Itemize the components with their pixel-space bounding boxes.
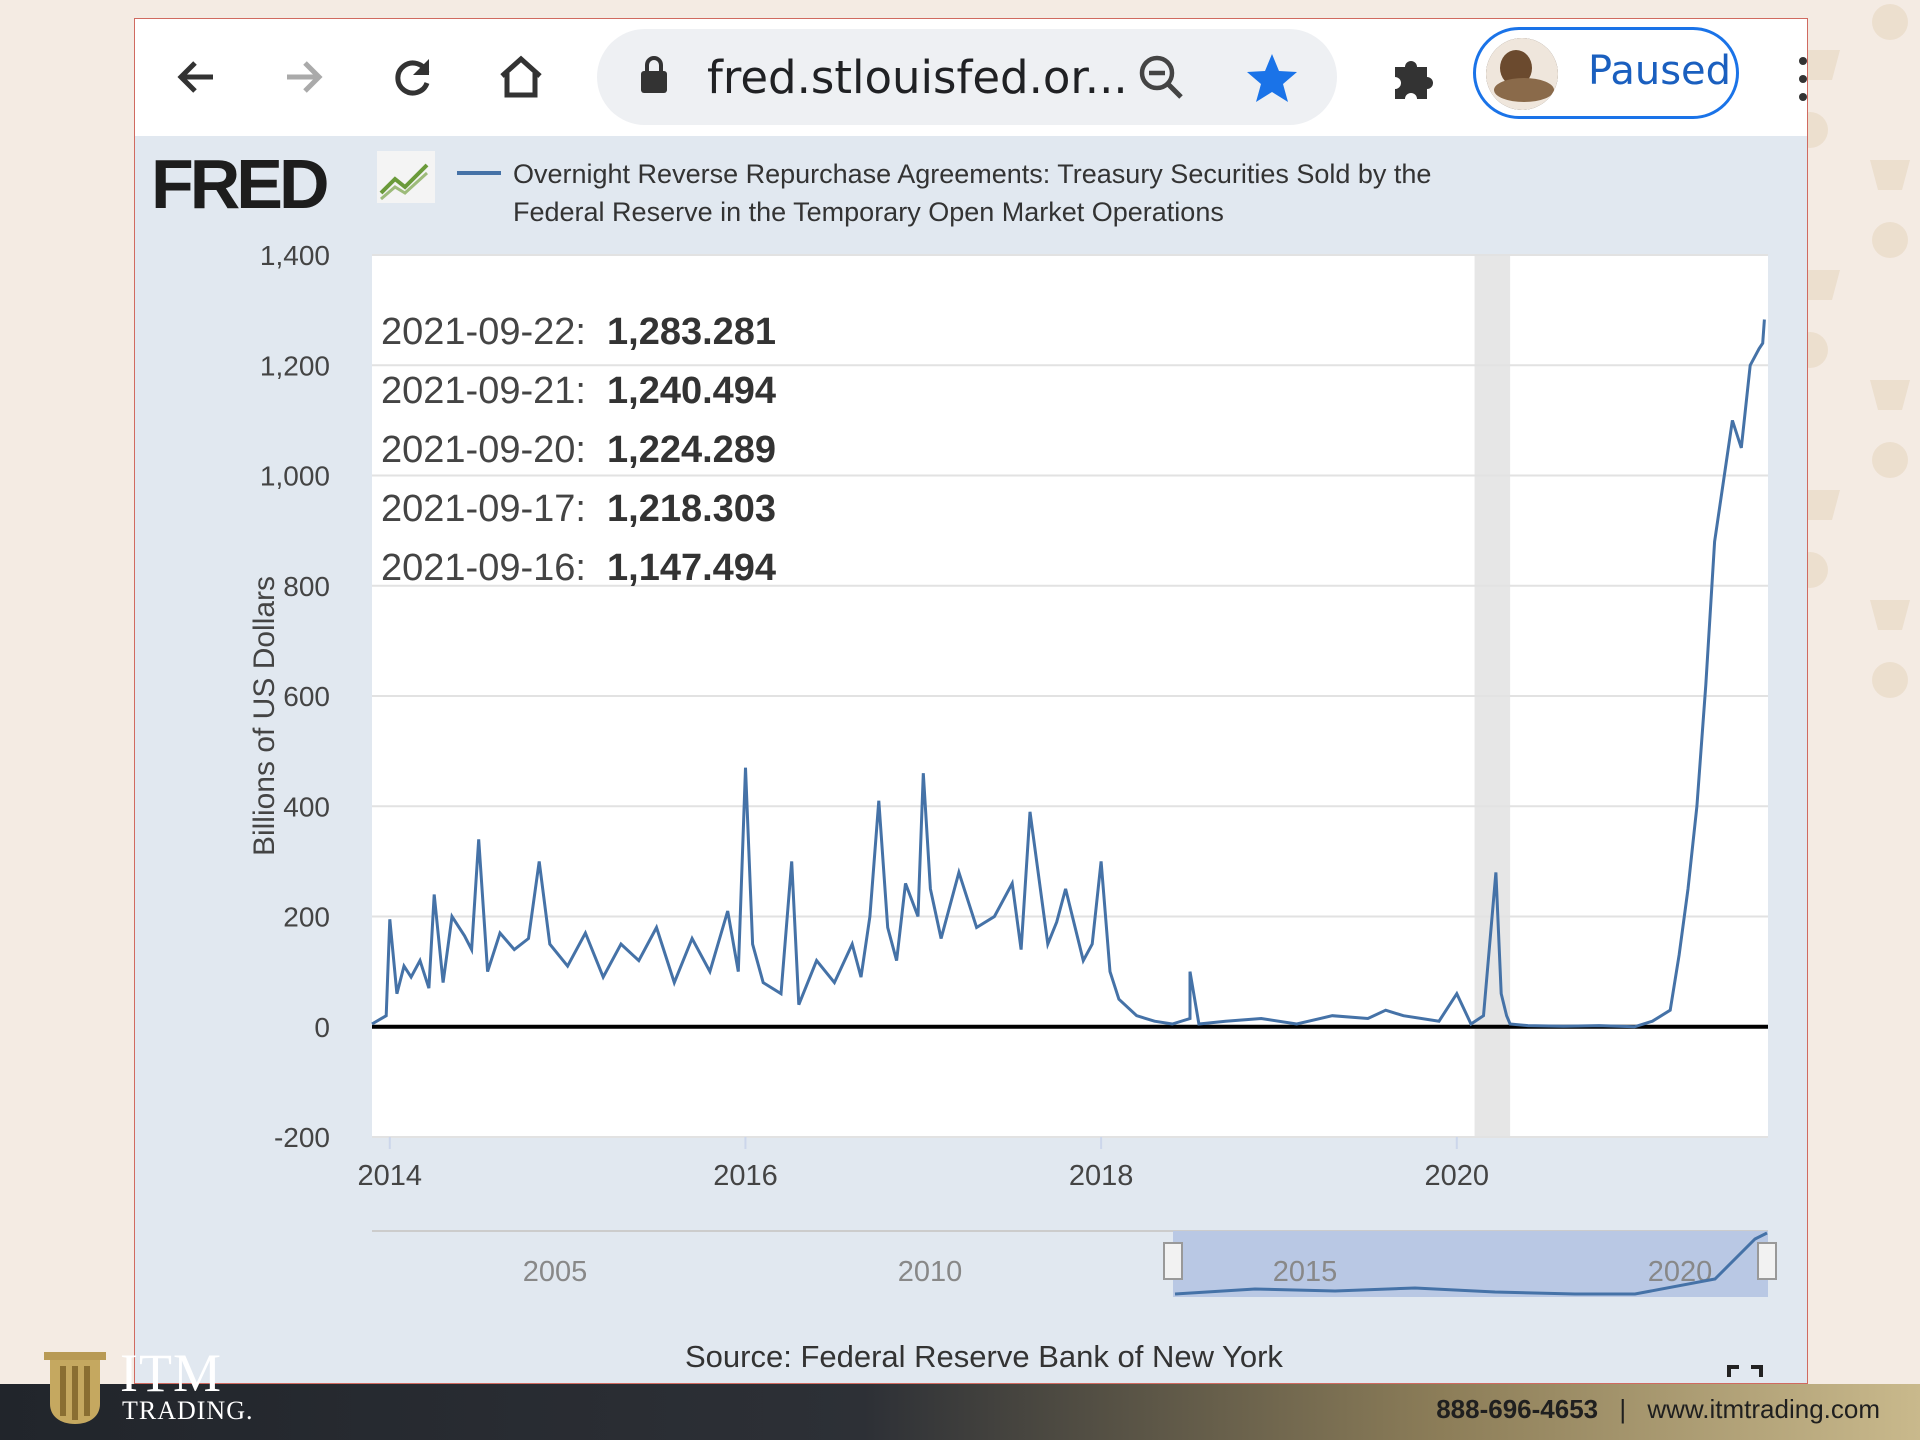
tooltip-date: 2021-09-16: [381, 547, 586, 589]
navigator-handle-right [1757, 1242, 1777, 1280]
navigator-selection [1173, 1231, 1768, 1297]
footer-contact: 888-696-4653 | www.itmtrading.com [1436, 1394, 1880, 1425]
series-title: Overnight Reverse Repurchase Agreements:… [513, 155, 1513, 231]
tooltip-date: 2021-09-21: [381, 370, 586, 412]
lock-icon[interactable] [637, 55, 671, 100]
itm-brand: ITM [120, 1343, 222, 1403]
y-tick-label: 1,200 [260, 350, 330, 381]
legend-swatch [457, 171, 501, 175]
avatar [1486, 38, 1558, 110]
x-tick-label: 2018 [1069, 1160, 1134, 1192]
series-title-line1: Overnight Reverse Repurchase Agreements:… [513, 159, 1432, 189]
x-tick-label: 2020 [1425, 1160, 1490, 1192]
back-arrow-icon[interactable] [169, 49, 225, 105]
footer-phone: 888-696-4653 [1436, 1394, 1599, 1424]
footer-bar: 888-696-4653 | www.itmtrading.com [0, 1384, 1920, 1440]
tooltip-row: 2021-09-20: 1,224.289 [381, 429, 776, 472]
address-bar[interactable]: fred.stlouisfed.or... [597, 29, 1337, 125]
tooltip-date: 2021-09-20: [381, 429, 586, 471]
source-note: Source: Federal Reserve Bank of New York [685, 1339, 1283, 1374]
tooltip-row: 2021-09-16: 1,147.494 [381, 547, 776, 590]
y-tick-label: 600 [283, 681, 330, 712]
y-tick-label: 400 [283, 791, 330, 822]
navigator-label: 2020 [1648, 1256, 1713, 1288]
forward-arrow-icon[interactable] [275, 49, 331, 105]
chart: 1,400 1,200 1,000 800 600 400 200 0 -200 2014 2016… [260, 240, 1777, 1297]
url-text[interactable]: fred.stlouisfed.or... [707, 51, 1128, 104]
profile-button[interactable]: Paused [1473, 27, 1739, 119]
x-tick-label: 2016 [713, 1160, 778, 1192]
browser-toolbar: fred.stlouisfed.or... Paused [135, 19, 1807, 136]
y-tick-label: 200 [283, 902, 330, 933]
tooltip-row: 2021-09-17: 1,218.303 [381, 488, 776, 531]
navigator-handle-left [1163, 1242, 1183, 1280]
browser-window: fred.stlouisfed.or... Paused FRED Overni… [134, 18, 1808, 1384]
navigator-label: 2015 [1273, 1256, 1338, 1288]
extensions-icon[interactable] [1385, 49, 1441, 105]
y-tick-label: 1,400 [260, 240, 330, 271]
tooltip-date: 2021-09-22: [381, 311, 586, 353]
home-icon[interactable] [493, 49, 549, 105]
navigator-label: 2010 [898, 1256, 963, 1288]
tooltip-row: 2021-09-21: 1,240.494 [381, 370, 776, 413]
fred-graph-icon [375, 149, 437, 210]
navigator-label: 2005 [523, 1256, 588, 1288]
footer-separator: | [1619, 1394, 1627, 1424]
fred-logo[interactable]: FRED [151, 145, 330, 223]
fullscreen-icon[interactable] [1725, 1363, 1765, 1383]
more-icon[interactable] [1799, 55, 1807, 103]
y-tick-label: 1,000 [260, 461, 330, 492]
tooltip-value: 1,283.281 [607, 311, 777, 353]
tooltip-date: 2021-09-17: [381, 488, 586, 530]
itm-logo: ITM TRADING. [40, 1343, 270, 1434]
series-line [371, 319, 1766, 1029]
star-icon[interactable] [1245, 51, 1299, 110]
series-title-line2: Federal Reserve in the Temporary Open Ma… [513, 197, 1224, 227]
y-tick-label: 800 [283, 571, 330, 602]
footer-website[interactable]: www.itmtrading.com [1647, 1394, 1880, 1424]
x-tick-label: 2014 [358, 1160, 423, 1192]
tooltip-value: 1,224.289 [607, 429, 777, 471]
y-tick-label: -200 [274, 1122, 330, 1153]
tooltip-row: 2021-09-22: 1,283.281 [381, 311, 776, 354]
paused-label: Paused [1588, 48, 1732, 94]
zoom-out-icon[interactable] [1137, 53, 1187, 108]
tooltip-value: 1,240.494 [607, 370, 777, 412]
itm-brand-sub: TRADING. [122, 1396, 254, 1425]
tooltip-value: 1,147.494 [607, 547, 777, 589]
itm-pillar-icon [44, 1352, 106, 1424]
reload-icon[interactable] [385, 49, 441, 105]
tooltip-value: 1,218.303 [607, 488, 777, 530]
y-tick-label: 0 [314, 1012, 330, 1043]
navigator-series [1174, 1231, 1768, 1296]
